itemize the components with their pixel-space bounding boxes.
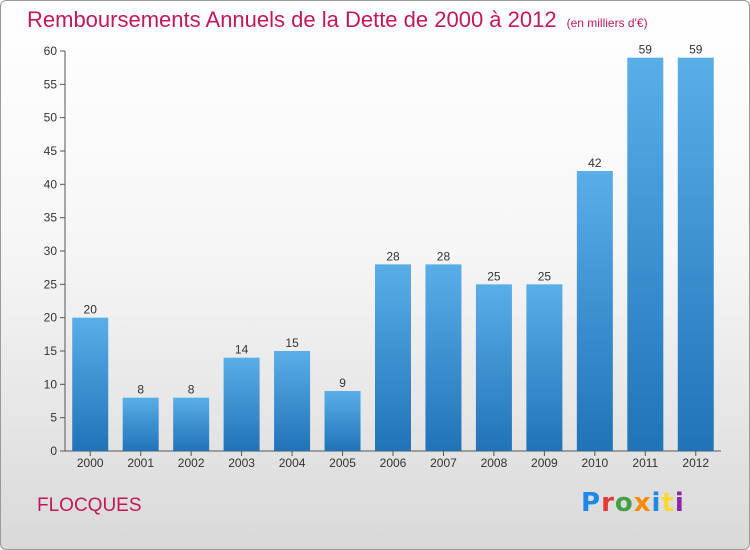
y-tick-label: 55 (44, 77, 58, 91)
bar-value-label: 28 (437, 249, 451, 263)
bar (526, 284, 563, 451)
bar-value-label: 25 (538, 269, 552, 283)
bar-value-label: 28 (386, 249, 400, 263)
bar (274, 351, 311, 451)
y-tick-label: 40 (44, 177, 58, 191)
bar (677, 57, 714, 452)
bar (173, 397, 210, 451)
y-tick-label: 5 (50, 411, 57, 425)
x-axis: 2000 2001 2002 2003 2004 2005 2006 2007 2008 2009… (65, 450, 721, 470)
y-tick-label: 35 (44, 211, 58, 225)
bar-value-label: 8 (137, 383, 144, 397)
x-tick-label: 2003 (228, 456, 255, 470)
bar-value-label: 8 (188, 383, 195, 397)
y-tick-label: 20 (44, 311, 58, 325)
bar (475, 284, 512, 451)
bar-value-label: 25 (487, 269, 501, 283)
chart-subtitle: (en milliers d'€) (566, 16, 648, 30)
chart-title-text: Remboursements Annuels de la Dette de 20… (27, 7, 557, 32)
y-tick-label: 25 (44, 277, 58, 291)
y-axis: 0 5 10 15 20 25 30 35 40 45 50 55 60 (44, 44, 66, 458)
bar (223, 357, 260, 451)
bar-value-label: 20 (84, 303, 98, 317)
x-tick-label: 2012 (682, 456, 709, 470)
bar-value-label: 9 (339, 376, 346, 390)
y-tick-label: 60 (44, 44, 58, 58)
y-tick-label: 30 (44, 244, 58, 258)
bar-value-label: 15 (285, 336, 299, 350)
proxiti-logo: Proxiti (581, 488, 685, 518)
bar-value-label: 14 (235, 343, 249, 357)
x-tick-label: 2005 (329, 456, 356, 470)
y-tick-label: 50 (44, 111, 58, 125)
commune-name: FLOCQUES (37, 495, 142, 516)
x-tick-label: 2006 (380, 456, 407, 470)
bar (627, 57, 664, 452)
bar-value-label: 59 (689, 43, 703, 57)
y-tick-label: 45 (44, 144, 58, 158)
x-tick-label: 2001 (127, 456, 154, 470)
y-tick-label: 15 (44, 344, 58, 358)
bar (576, 171, 613, 451)
y-tick-label: 10 (44, 377, 58, 391)
x-tick-label: 2009 (531, 456, 558, 470)
bar (425, 264, 462, 451)
x-tick-label: 2002 (178, 456, 205, 470)
x-tick-label: 2007 (430, 456, 457, 470)
x-tick-label: 2008 (481, 456, 508, 470)
bar (375, 264, 411, 451)
bar-value-label: 42 (588, 156, 602, 170)
bar-value-label: 59 (639, 43, 653, 57)
bar (122, 397, 159, 451)
bar (72, 317, 109, 451)
bars: 20 8 8 14 15 9 28 28 25 25 42 59 59 (72, 43, 714, 452)
x-tick-label: 2004 (279, 456, 306, 470)
x-tick-label: 2010 (581, 456, 608, 470)
x-tick-label: 2000 (77, 456, 104, 470)
bar (324, 391, 361, 451)
chart-title: Remboursements Annuels de la Dette de 20… (27, 7, 648, 33)
x-tick-label: 2011 (632, 456, 658, 470)
y-tick-label: 0 (50, 444, 57, 458)
